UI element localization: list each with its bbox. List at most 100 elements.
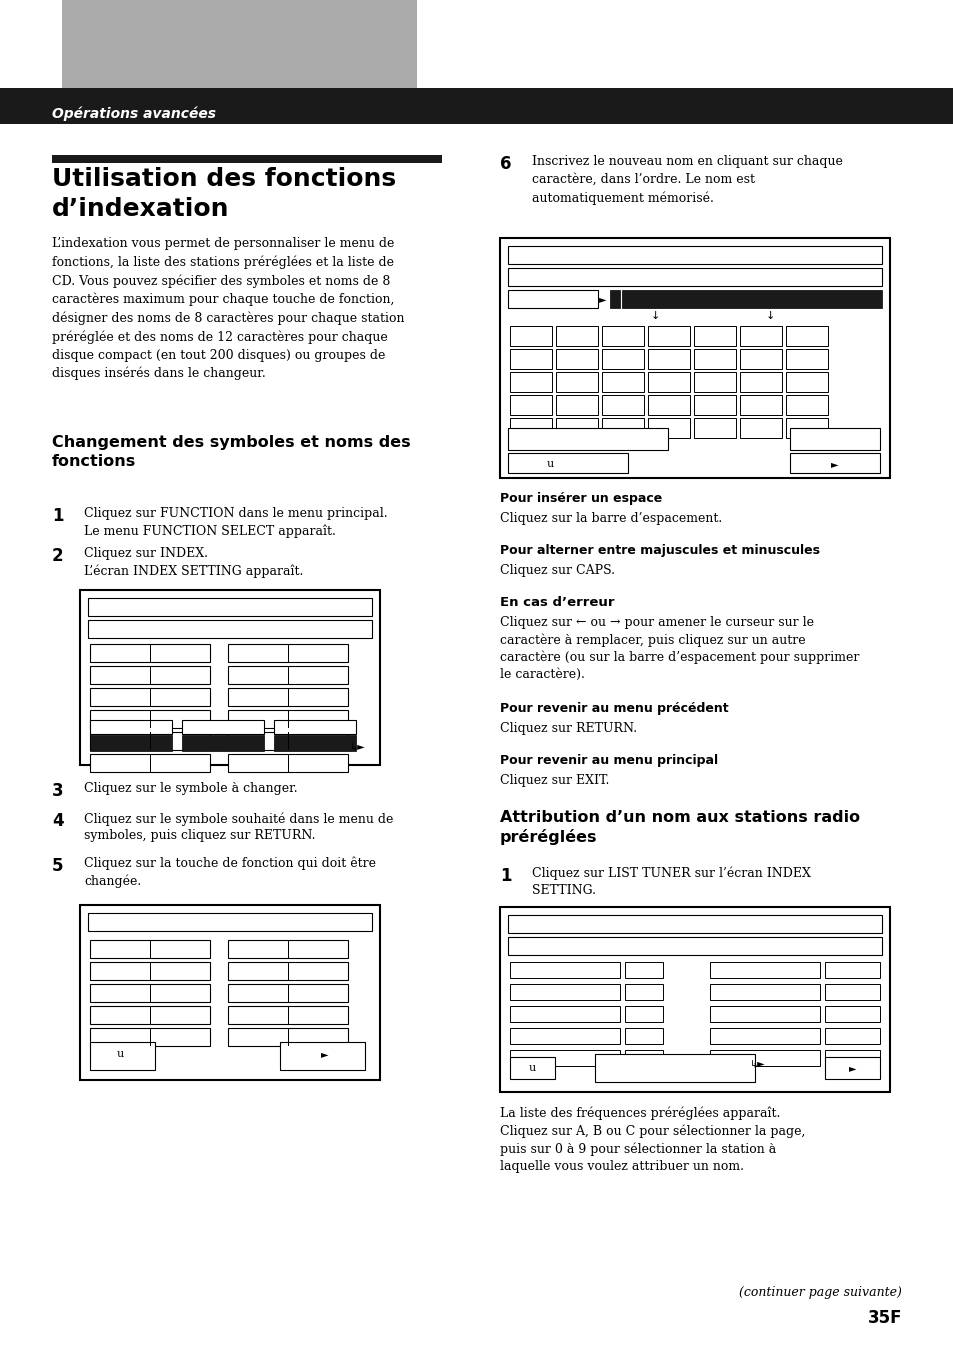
- Bar: [510, 962, 619, 978]
- Bar: [693, 394, 735, 415]
- Bar: [150, 644, 151, 662]
- Bar: [624, 962, 662, 978]
- Text: 6: 6: [499, 155, 511, 173]
- Bar: [624, 1050, 662, 1066]
- Bar: [507, 428, 667, 450]
- Bar: [601, 417, 643, 438]
- Bar: [90, 720, 172, 734]
- Bar: [556, 326, 598, 346]
- Text: La liste des fréquences préréglées apparaît.
Cliquez sur A, B ou C pour sélectio: La liste des fréquences préréglées appar…: [499, 1106, 804, 1174]
- Text: 1: 1: [52, 507, 64, 526]
- Text: Pour alterner entre majuscules et minuscules: Pour alterner entre majuscules et minusc…: [499, 544, 820, 557]
- Bar: [150, 1006, 151, 1024]
- Bar: [90, 688, 210, 707]
- Bar: [624, 984, 662, 1000]
- Text: Cliquez sur INDEX.
L’écran INDEX SETTING apparaît.: Cliquez sur INDEX. L’écran INDEX SETTING…: [84, 547, 303, 578]
- Bar: [228, 666, 348, 684]
- Text: ►: ►: [848, 1063, 856, 1073]
- Bar: [90, 711, 210, 728]
- Bar: [740, 394, 781, 415]
- Text: Cliquez sur LIST TUNER sur l’écran INDEX
SETTING.: Cliquez sur LIST TUNER sur l’écran INDEX…: [532, 867, 810, 897]
- Bar: [595, 1054, 754, 1082]
- Text: 2: 2: [52, 547, 64, 565]
- Bar: [824, 1028, 879, 1044]
- Bar: [647, 349, 689, 369]
- Bar: [62, 0, 416, 88]
- Bar: [824, 984, 879, 1000]
- Bar: [80, 590, 379, 765]
- Bar: [182, 720, 264, 734]
- Text: u: u: [546, 459, 553, 469]
- Bar: [90, 962, 210, 979]
- Text: Cliquez sur RETURN.: Cliquez sur RETURN.: [499, 721, 637, 735]
- Bar: [785, 326, 827, 346]
- Bar: [789, 453, 879, 473]
- Bar: [150, 711, 151, 728]
- Bar: [601, 394, 643, 415]
- Bar: [88, 598, 372, 616]
- Text: ↳►: ↳►: [749, 1059, 765, 1069]
- Bar: [150, 984, 151, 1002]
- Bar: [601, 372, 643, 392]
- Bar: [288, 962, 289, 979]
- Bar: [90, 940, 210, 958]
- Bar: [90, 644, 210, 662]
- Bar: [228, 688, 348, 707]
- Bar: [288, 644, 289, 662]
- Bar: [228, 754, 348, 771]
- Bar: [90, 754, 210, 771]
- Bar: [510, 1006, 619, 1021]
- Text: Attribution d’un nom aux stations radio
préréglées: Attribution d’un nom aux stations radio …: [499, 811, 860, 844]
- Bar: [556, 394, 598, 415]
- Bar: [507, 938, 882, 955]
- Bar: [150, 754, 151, 771]
- Text: d’indexation: d’indexation: [52, 197, 230, 222]
- Text: (continuer page suivante): (continuer page suivante): [739, 1286, 901, 1300]
- Bar: [624, 1006, 662, 1021]
- Bar: [507, 267, 882, 286]
- Bar: [709, 1006, 820, 1021]
- Bar: [288, 984, 289, 1002]
- Bar: [601, 326, 643, 346]
- Bar: [510, 394, 552, 415]
- Bar: [647, 326, 689, 346]
- Bar: [80, 905, 379, 1079]
- Text: Inscrivez le nouveau nom en cliquant sur chaque
caractère, dans l’ordre. Le nom : Inscrivez le nouveau nom en cliquant sur…: [532, 155, 842, 205]
- Text: 3: 3: [52, 782, 64, 800]
- Bar: [182, 735, 264, 751]
- Bar: [647, 417, 689, 438]
- Bar: [90, 1028, 210, 1046]
- Bar: [693, 372, 735, 392]
- Bar: [228, 1028, 348, 1046]
- Bar: [288, 1006, 289, 1024]
- Bar: [228, 1006, 348, 1024]
- Bar: [785, 349, 827, 369]
- Bar: [624, 1028, 662, 1044]
- Bar: [150, 732, 151, 750]
- Text: Pour insérer un espace: Pour insérer un espace: [499, 492, 661, 505]
- Bar: [510, 1050, 619, 1066]
- Bar: [90, 984, 210, 1002]
- Bar: [601, 349, 643, 369]
- Bar: [0, 88, 953, 124]
- Text: Cliquez sur ← ou → pour amener le curseur sur le
caractère à remplacer, puis cli: Cliquez sur ← ou → pour amener le curseu…: [499, 616, 859, 681]
- Bar: [90, 735, 172, 751]
- Bar: [621, 290, 882, 308]
- Bar: [288, 688, 289, 707]
- Text: u: u: [528, 1063, 535, 1073]
- Bar: [228, 962, 348, 979]
- Bar: [507, 453, 627, 473]
- Text: 35F: 35F: [866, 1309, 901, 1327]
- Bar: [647, 372, 689, 392]
- Bar: [90, 732, 210, 750]
- Text: Cliquez sur FUNCTION dans le menu principal.
Le menu FUNCTION SELECT apparaît.: Cliquez sur FUNCTION dans le menu princi…: [84, 507, 387, 538]
- Bar: [90, 1006, 210, 1024]
- Bar: [785, 394, 827, 415]
- Bar: [288, 1028, 289, 1046]
- Bar: [228, 940, 348, 958]
- Text: Cliquez sur le symbole à changer.: Cliquez sur le symbole à changer.: [84, 782, 297, 794]
- Text: Pour revenir au menu principal: Pour revenir au menu principal: [499, 754, 718, 767]
- Bar: [693, 349, 735, 369]
- Bar: [556, 417, 598, 438]
- Bar: [740, 372, 781, 392]
